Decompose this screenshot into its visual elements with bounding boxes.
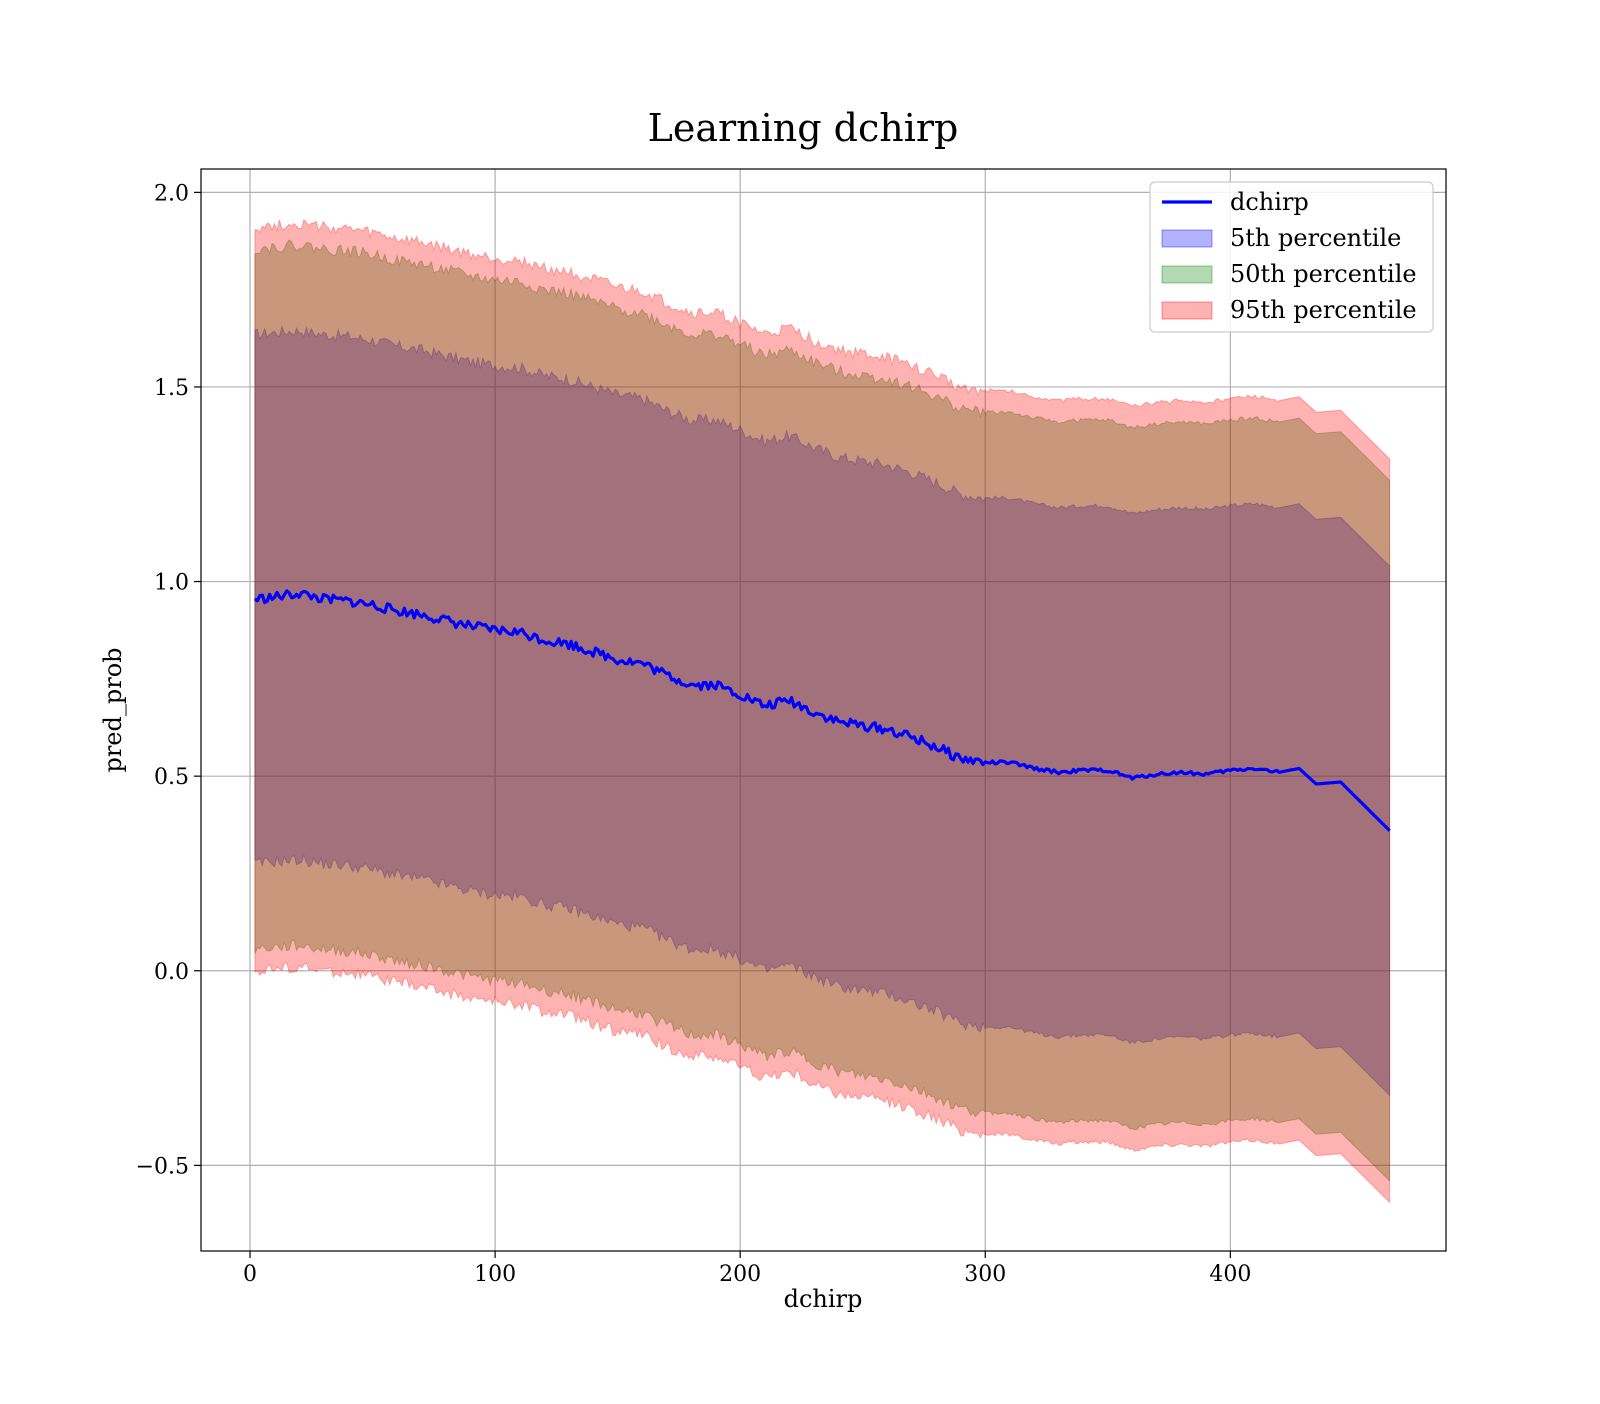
y-tick-label-2: 0.5 — [154, 765, 189, 790]
y-tick-label-4: 1.5 — [154, 376, 189, 401]
chart-title: Learning dchirp — [648, 106, 959, 150]
x-tick-label-1: 100 — [474, 1262, 516, 1287]
band-50th-percentile — [254, 239, 1391, 1183]
y-axis-label: pred_prob — [99, 647, 127, 772]
legend: dchirp 5th percentile 50th percentile 95th … — [1149, 181, 1434, 333]
y-axis-ticks: −0.5 0.0 0.5 1.0 1.5 2.0 — [136, 181, 201, 1179]
band-5th-percentile — [254, 325, 1391, 1097]
legend-swatch-95th-percentile — [1161, 301, 1213, 320]
y-tick-label-0: −0.5 — [136, 1154, 189, 1179]
legend-label-5th-percentile: 5th percentile — [1230, 224, 1401, 252]
x-tick-label-4: 400 — [1209, 1262, 1251, 1287]
y-tick-label-1: 0.0 — [154, 960, 189, 985]
series-lines — [253, 589, 1391, 832]
x-axis-ticks: 0 100 200 300 400 — [243, 1251, 1251, 1287]
legend-label-95th-percentile: 95th percentile — [1230, 296, 1417, 324]
y-tick-label-3: 1.0 — [154, 571, 189, 596]
legend-box — [1149, 181, 1434, 333]
x-tick-label-2: 200 — [719, 1262, 761, 1287]
percentile-bands — [254, 218, 1391, 1204]
legend-label-50th-percentile: 50th percentile — [1230, 260, 1417, 288]
plot-frame — [200, 168, 1447, 1252]
legend-swatch-5th-percentile — [1161, 229, 1213, 248]
x-tick-label-0: 0 — [243, 1262, 257, 1287]
line-dchirp — [253, 589, 1391, 832]
y-tick-label-5: 2.0 — [154, 181, 189, 206]
legend-swatch-50th-percentile — [1161, 265, 1213, 284]
band-95th-percentile — [254, 218, 1391, 1204]
legend-label-dchirp: dchirp — [1230, 188, 1309, 216]
x-axis-label: dchirp — [784, 1285, 863, 1313]
x-tick-label-3: 300 — [964, 1262, 1006, 1287]
